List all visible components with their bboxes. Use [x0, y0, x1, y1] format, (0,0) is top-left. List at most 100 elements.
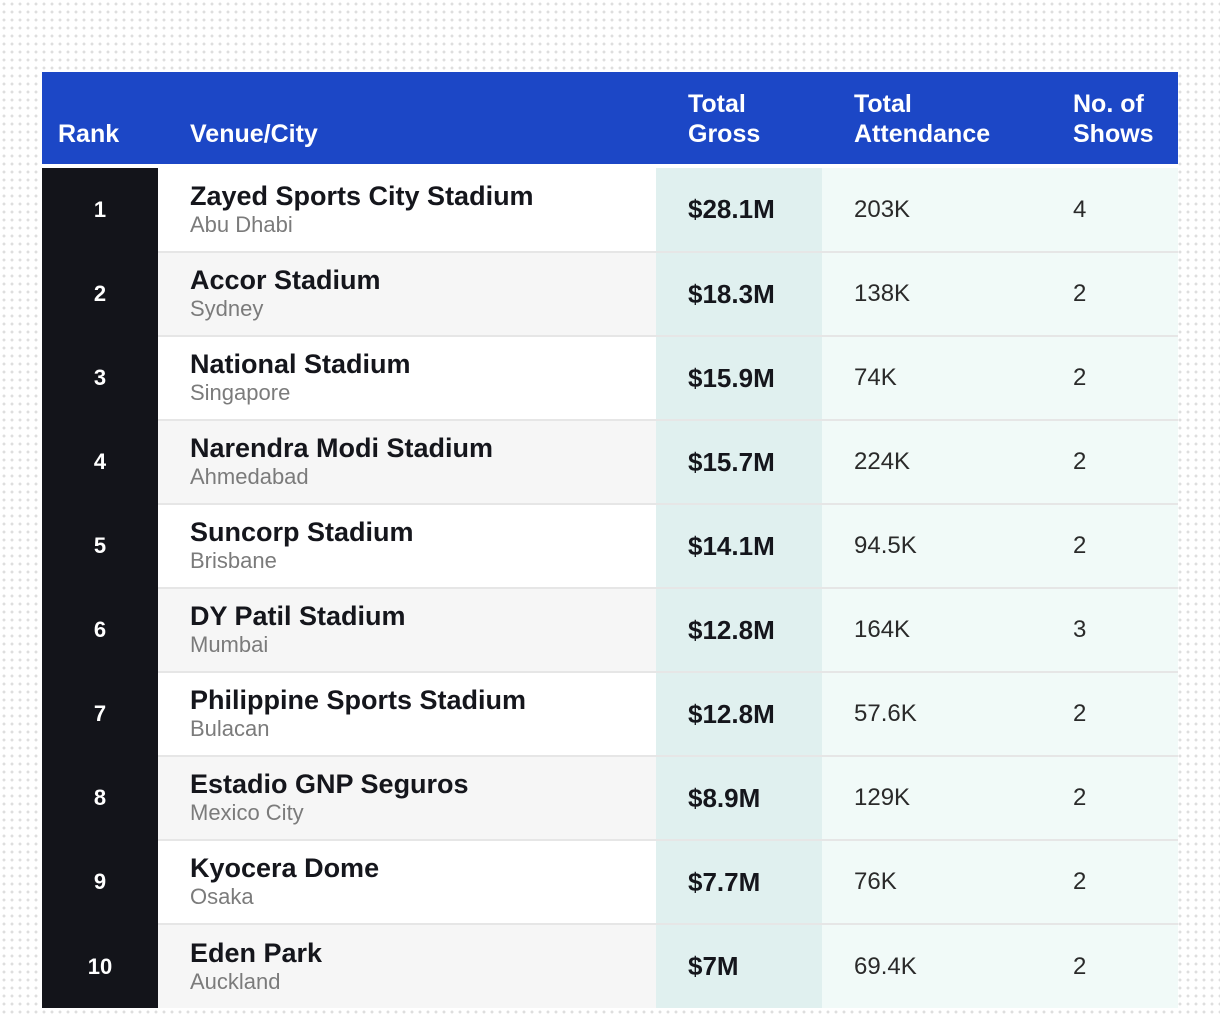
- venue-cell: Accor Stadium Sydney: [158, 252, 656, 337]
- venue-city: Abu Dhabi: [190, 211, 293, 237]
- venue-cell: Kyocera Dome Osaka: [158, 840, 656, 925]
- rank-cell: 3: [42, 336, 158, 421]
- total-gross-cell: $7M: [656, 924, 822, 1008]
- venue-name: DY Patil Stadium: [190, 601, 406, 631]
- number-of-shows-cell: 2: [1041, 924, 1178, 1008]
- number-of-shows-cell: 4: [1041, 168, 1178, 253]
- number-of-shows-cell: 2: [1041, 420, 1178, 505]
- header-gap: [42, 164, 1178, 168]
- header-attendance-line2: Attendance: [854, 120, 991, 148]
- total-attendance-cell: 203K: [822, 168, 1041, 253]
- venue-cell: Zayed Sports City Stadium Abu Dhabi: [158, 168, 656, 253]
- venue-name: Accor Stadium: [190, 265, 381, 295]
- table-row: 7 Philippine Sports Stadium Bulacan $12.8M 5…: [42, 672, 1178, 757]
- table-row: 10 Eden Park Auckland $7M 69.4K 2: [42, 924, 1178, 1008]
- total-attendance-cell: 76K: [822, 840, 1041, 925]
- table-row: 3 National Stadium Singapore $15.9M 74K 2: [42, 336, 1178, 421]
- venue-city: Bulacan: [190, 716, 270, 741]
- header-row: Rank Venue/City Total Gross Total Attend…: [42, 72, 1178, 164]
- number-of-shows-cell: 2: [1041, 756, 1178, 841]
- header-shows-line2: Shows: [1073, 120, 1154, 148]
- venue-name: Estadio GNP Seguros: [190, 769, 469, 799]
- header-shows-line1: No. of: [1073, 90, 1144, 118]
- venue-cell: Suncorp Stadium Brisbane: [158, 504, 656, 589]
- venue-city: Singapore: [190, 380, 291, 405]
- venue-ranking-table-panel: Rank Venue/City Total Gross Total Attend…: [42, 72, 1178, 1008]
- table-row: 5 Suncorp Stadium Brisbane $14.1M 94.5K 2: [42, 504, 1178, 589]
- venue-city: Mexico City: [190, 800, 304, 825]
- total-gross-cell: $12.8M: [656, 588, 822, 673]
- header-total-attendance: Total Attendance: [822, 72, 1041, 164]
- number-of-shows-cell: 2: [1041, 336, 1178, 421]
- rank-cell: 6: [42, 588, 158, 673]
- table-row: 1 Zayed Sports City Stadium Abu Dhabi $28.1…: [42, 168, 1178, 253]
- header-attendance-line1: Total: [854, 90, 912, 118]
- venue-city: Osaka: [190, 884, 254, 909]
- venue-cell: Philippine Sports Stadium Bulacan: [158, 672, 656, 757]
- rank-cell: 7: [42, 672, 158, 757]
- venue-name: Eden Park: [190, 937, 323, 968]
- header-total-gross: Total Gross: [656, 72, 822, 164]
- table-row: 2 Accor Stadium Sydney $18.3M 138K 2: [42, 252, 1178, 337]
- table-header: Rank Venue/City Total Gross Total Attend…: [42, 72, 1178, 164]
- number-of-shows-cell: 2: [1041, 504, 1178, 589]
- header-rank: Rank: [42, 72, 158, 164]
- venue-name: Suncorp Stadium: [190, 517, 414, 547]
- venue-cell: Narendra Modi Stadium Ahmedabad: [158, 420, 656, 505]
- total-gross-cell: $7.7M: [656, 840, 822, 925]
- venue-name: Narendra Modi Stadium: [190, 433, 494, 463]
- total-gross-cell: $8.9M: [656, 756, 822, 841]
- venue-cell: DY Patil Stadium Mumbai: [158, 588, 656, 673]
- total-gross-cell: $15.9M: [656, 336, 822, 421]
- header-number-of-shows: No. of Shows: [1041, 72, 1178, 164]
- total-gross-cell: $15.7M: [656, 420, 822, 505]
- venue-city: Brisbane: [190, 548, 277, 573]
- header-gross-line2: Gross: [688, 120, 761, 148]
- venue-name: National Stadium: [190, 349, 411, 379]
- header-venue-label: Venue/City: [190, 120, 318, 148]
- rank-cell: 10: [42, 924, 158, 1008]
- venue-city: Sydney: [190, 296, 264, 321]
- venue-city: Mumbai: [190, 632, 269, 657]
- rank-cell: 5: [42, 504, 158, 589]
- venue-city: Ahmedabad: [190, 464, 309, 489]
- total-gross-cell: $14.1M: [656, 504, 822, 589]
- header-rank-label: Rank: [58, 120, 120, 148]
- header-gap-cell: [42, 164, 1178, 168]
- venue-ranking-table: Rank Venue/City Total Gross Total Attend…: [42, 72, 1178, 1008]
- venue-city: Auckland: [190, 968, 281, 994]
- rank-cell: 4: [42, 420, 158, 505]
- total-attendance-cell: 57.6K: [822, 672, 1041, 757]
- number-of-shows-cell: 2: [1041, 840, 1178, 925]
- total-gross-cell: $18.3M: [656, 252, 822, 337]
- venue-cell: Eden Park Auckland: [158, 924, 656, 1008]
- venue-name: Zayed Sports City Stadium: [190, 180, 534, 211]
- total-attendance-cell: 74K: [822, 336, 1041, 421]
- total-attendance-cell: 164K: [822, 588, 1041, 673]
- table-row: 4 Narendra Modi Stadium Ahmedabad $15.7M 224…: [42, 420, 1178, 505]
- header-venue: Venue/City: [158, 72, 656, 164]
- total-attendance-cell: 94.5K: [822, 504, 1041, 589]
- total-attendance-cell: 224K: [822, 420, 1041, 505]
- total-gross-cell: $12.8M: [656, 672, 822, 757]
- total-gross-cell: $28.1M: [656, 168, 822, 253]
- total-attendance-cell: 138K: [822, 252, 1041, 337]
- venue-name: Kyocera Dome: [190, 853, 380, 883]
- table-body: 1 Zayed Sports City Stadium Abu Dhabi $28.1…: [42, 164, 1178, 1008]
- venue-cell: National Stadium Singapore: [158, 336, 656, 421]
- header-gross-line1: Total: [688, 90, 746, 118]
- rank-cell: 8: [42, 756, 158, 841]
- venue-name: Philippine Sports Stadium: [190, 685, 527, 715]
- rank-cell: 2: [42, 252, 158, 337]
- total-attendance-cell: 69.4K: [822, 924, 1041, 1008]
- number-of-shows-cell: 2: [1041, 252, 1178, 337]
- total-attendance-cell: 129K: [822, 756, 1041, 841]
- table-row: 8 Estadio GNP Seguros Mexico City $8.9M 129K…: [42, 756, 1178, 841]
- table-row: 9 Kyocera Dome Osaka $7.7M 76K 2: [42, 840, 1178, 925]
- number-of-shows-cell: 2: [1041, 672, 1178, 757]
- rank-cell: 9: [42, 840, 158, 925]
- venue-cell: Estadio GNP Seguros Mexico City: [158, 756, 656, 841]
- rank-cell: 1: [42, 168, 158, 253]
- number-of-shows-cell: 3: [1041, 588, 1178, 673]
- table-row: 6 DY Patil Stadium Mumbai $12.8M 164K 3: [42, 588, 1178, 673]
